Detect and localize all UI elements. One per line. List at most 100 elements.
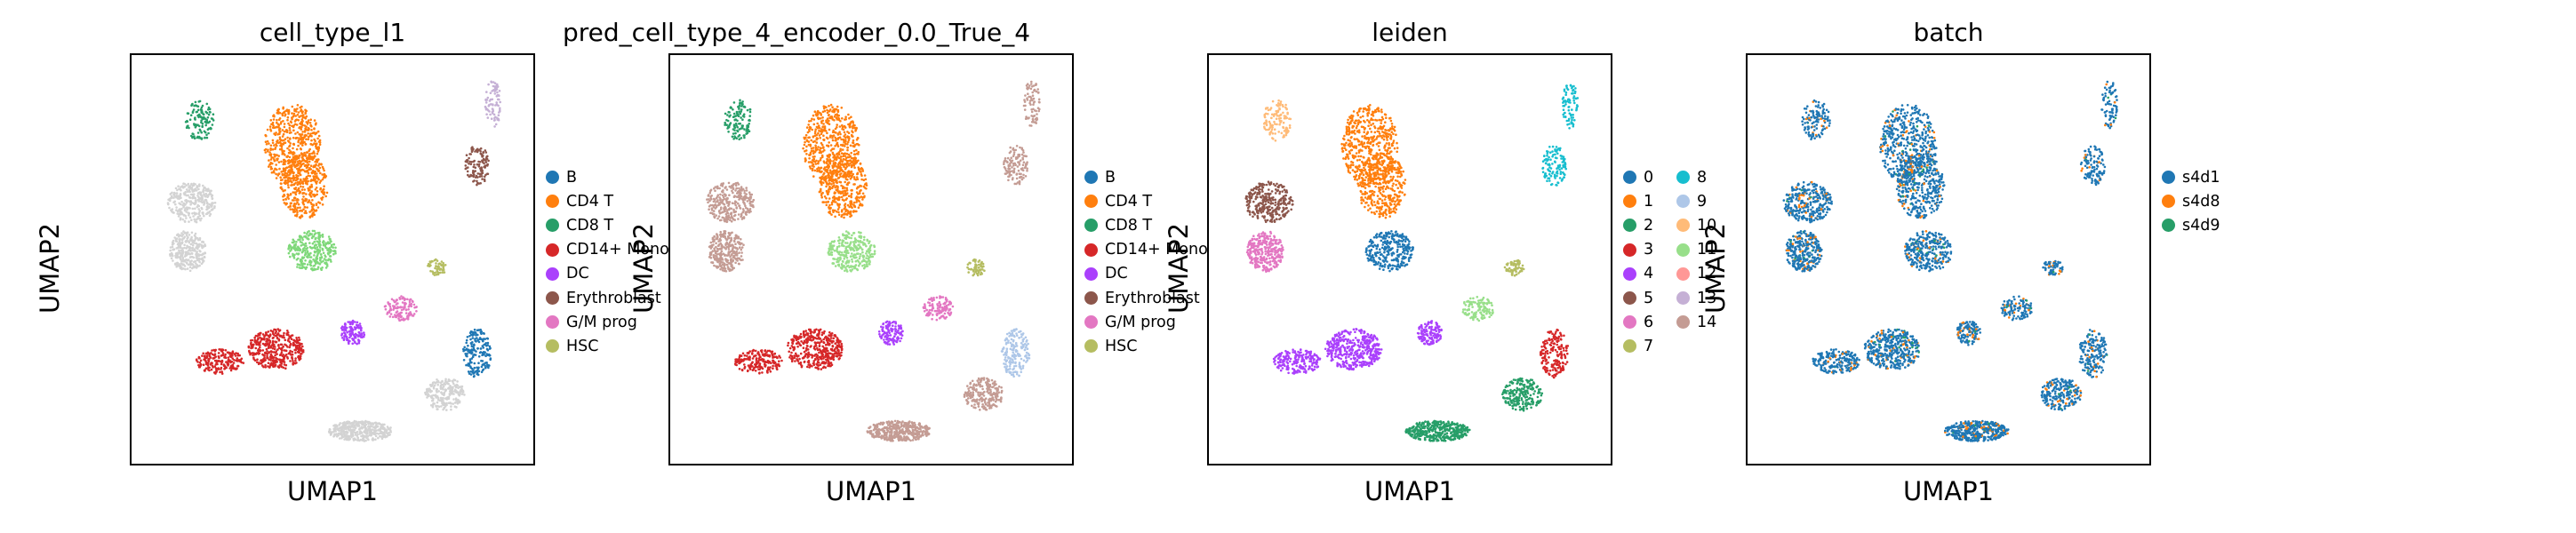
data-point bbox=[307, 254, 309, 258]
data-point bbox=[195, 242, 198, 245]
data-point bbox=[274, 155, 276, 158]
data-point bbox=[271, 148, 275, 151]
data-point bbox=[486, 365, 489, 368]
data-point bbox=[289, 349, 292, 353]
data-point bbox=[186, 206, 188, 209]
data-point bbox=[484, 354, 487, 358]
y-axis-label: UMAP2 bbox=[35, 222, 65, 314]
data-point bbox=[291, 208, 294, 211]
data-point bbox=[274, 147, 276, 150]
data-point bbox=[468, 358, 472, 361]
data-point bbox=[428, 260, 432, 263]
data-point bbox=[395, 303, 398, 306]
data-point bbox=[356, 434, 358, 437]
data-point bbox=[186, 112, 189, 115]
data-point bbox=[480, 370, 484, 374]
data-point bbox=[318, 143, 322, 146]
data-point bbox=[473, 344, 476, 347]
data-point bbox=[844, 187, 846, 189]
data-point bbox=[748, 110, 752, 114]
data-point bbox=[317, 178, 320, 181]
data-point bbox=[284, 166, 288, 170]
data-point bbox=[737, 115, 740, 117]
data-point bbox=[324, 195, 327, 198]
data-point bbox=[279, 361, 282, 364]
data-point bbox=[188, 216, 192, 219]
data-point bbox=[808, 128, 811, 131]
data-point bbox=[212, 371, 216, 374]
data-point bbox=[481, 154, 484, 157]
data-point bbox=[273, 159, 276, 163]
data-point bbox=[476, 163, 479, 166]
data-point bbox=[321, 233, 324, 236]
data-point bbox=[170, 195, 173, 198]
data-point bbox=[208, 355, 212, 358]
data-point bbox=[377, 433, 380, 435]
data-point bbox=[317, 235, 320, 238]
data-point bbox=[188, 249, 190, 252]
legend-marker bbox=[546, 171, 559, 185]
data-point bbox=[484, 107, 487, 109]
data-point bbox=[832, 134, 836, 137]
data-point bbox=[348, 330, 352, 333]
data-point bbox=[435, 262, 437, 265]
data-point bbox=[403, 298, 406, 302]
data-point bbox=[214, 363, 218, 366]
data-point bbox=[821, 116, 824, 119]
data-point bbox=[287, 186, 290, 189]
data-point bbox=[486, 363, 489, 366]
data-point bbox=[340, 433, 344, 436]
data-point bbox=[816, 170, 819, 172]
data-point bbox=[833, 209, 836, 212]
data-point bbox=[196, 359, 198, 362]
data-point bbox=[324, 242, 327, 245]
data-point bbox=[852, 149, 856, 153]
data-point bbox=[357, 340, 360, 344]
data-point bbox=[473, 362, 476, 365]
data-point bbox=[460, 390, 464, 394]
data-point bbox=[735, 137, 738, 139]
data-point bbox=[298, 358, 301, 362]
data-point bbox=[292, 143, 296, 146]
data-point bbox=[306, 177, 308, 180]
data-point bbox=[302, 114, 305, 116]
data-point bbox=[215, 370, 218, 374]
data-point bbox=[292, 247, 296, 251]
data-point bbox=[409, 311, 412, 314]
data-point bbox=[817, 116, 820, 120]
data-point bbox=[292, 147, 294, 150]
data-point bbox=[851, 130, 853, 132]
data-point bbox=[838, 203, 841, 206]
data-point bbox=[249, 353, 252, 356]
data-point bbox=[196, 110, 199, 114]
data-point bbox=[825, 201, 828, 203]
data-point bbox=[193, 104, 196, 107]
data-point bbox=[169, 246, 172, 249]
data-point bbox=[398, 314, 402, 318]
data-point bbox=[199, 194, 203, 196]
data-point bbox=[332, 435, 335, 438]
data-point bbox=[356, 430, 359, 434]
data-point bbox=[844, 133, 847, 136]
data-point bbox=[300, 214, 303, 217]
data-point bbox=[490, 80, 492, 84]
data-point bbox=[292, 252, 294, 256]
data-point bbox=[296, 201, 299, 204]
data-point bbox=[176, 261, 180, 265]
data-point bbox=[197, 355, 201, 359]
data-point bbox=[840, 152, 844, 155]
data-point bbox=[172, 243, 174, 245]
data-point bbox=[271, 341, 275, 344]
data-point bbox=[196, 218, 198, 221]
data-point bbox=[294, 137, 298, 139]
data-point bbox=[236, 364, 239, 368]
data-point bbox=[432, 386, 436, 389]
data-point bbox=[205, 133, 208, 137]
data-point bbox=[828, 119, 830, 123]
data-point bbox=[292, 359, 294, 362]
data-point bbox=[471, 348, 475, 352]
data-point bbox=[204, 352, 208, 355]
data-point bbox=[489, 113, 492, 116]
data-point bbox=[291, 177, 293, 180]
data-point bbox=[850, 121, 852, 123]
